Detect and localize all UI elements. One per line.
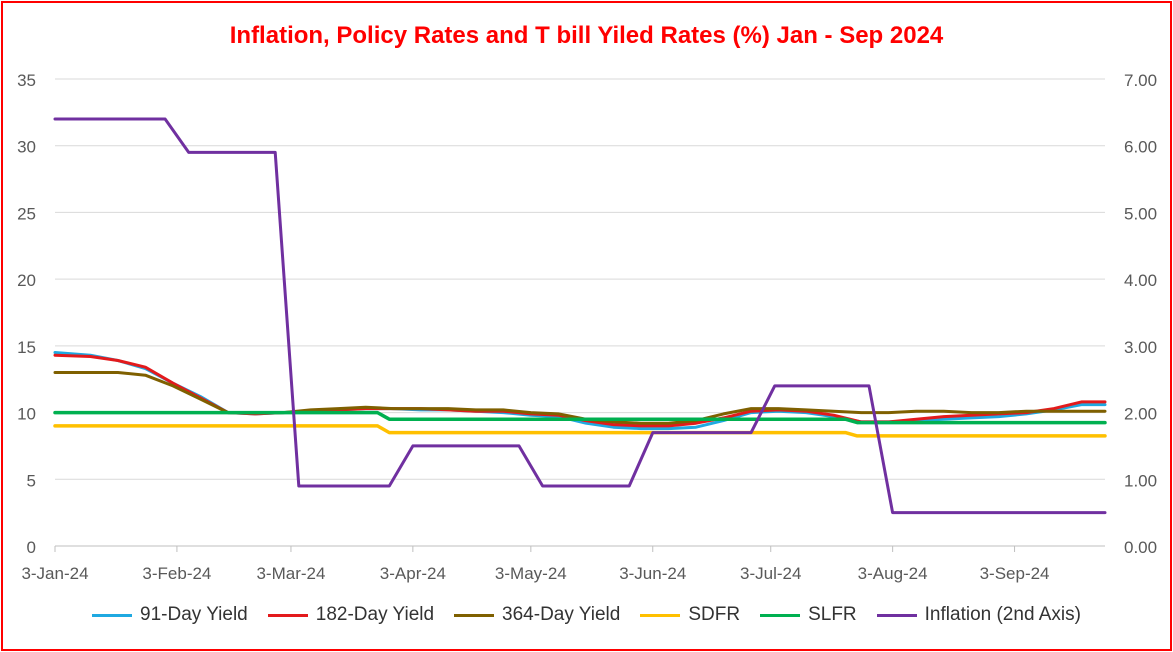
legend-swatch bbox=[640, 613, 681, 617]
legend-swatch bbox=[454, 613, 495, 617]
y-tick-label: 20 bbox=[17, 271, 36, 290]
y2-tick-label: 4.00 bbox=[1124, 271, 1157, 290]
legend-swatch bbox=[876, 613, 917, 617]
legend-label: 91-Day Yield bbox=[140, 604, 248, 625]
series-line-inflation-2nd-axis bbox=[53, 117, 1107, 515]
x-tick-label: 3-Sep-24 bbox=[980, 564, 1050, 583]
legend-item: SLFR bbox=[760, 604, 857, 626]
y2-tick-label: 5.00 bbox=[1124, 204, 1157, 223]
x-tick-label: 3-May-24 bbox=[495, 564, 567, 583]
legend-item: 91-Day Yield bbox=[92, 604, 248, 626]
y-tick-label: 35 bbox=[17, 71, 36, 90]
x-tick-label: 3-Mar-24 bbox=[256, 564, 325, 583]
series-line-182-day-yield bbox=[53, 353, 1107, 428]
legend-label: 182-Day Yield bbox=[315, 604, 435, 625]
y-tick-label: 0 bbox=[27, 538, 36, 557]
y2-tick-label: 0.00 bbox=[1124, 538, 1157, 557]
y2-tick-label: 1.00 bbox=[1124, 471, 1157, 490]
x-tick-label: 3-Jul-24 bbox=[740, 564, 801, 583]
legend-swatch bbox=[92, 613, 133, 617]
legend-item: 364-Day Yield bbox=[454, 604, 620, 626]
legend-label: Inflation (2nd Axis) bbox=[924, 604, 1081, 625]
legend-label: 364-Day Yield bbox=[502, 604, 621, 625]
axes: 0 5 10 15 20 25 30 35 0.00 1.00 2.00 3.00 4.00 5.00 6.… bbox=[17, 71, 1157, 583]
y-tick-label: 5 bbox=[27, 471, 36, 490]
x-tick-label: 3-Jun-24 bbox=[619, 564, 686, 583]
y-tick-label: 30 bbox=[17, 138, 36, 157]
legend-swatch bbox=[267, 613, 308, 617]
x-tick-label: 3-Jan-24 bbox=[21, 564, 88, 583]
series-line-sdfr bbox=[53, 424, 1107, 438]
x-tick-label: 3-Aug-24 bbox=[858, 564, 928, 583]
legend-label: SDFR bbox=[688, 604, 741, 625]
legend-swatch bbox=[760, 613, 801, 617]
y-tick-label: 15 bbox=[17, 338, 36, 357]
y2-tick-label: 7.00 bbox=[1124, 71, 1157, 90]
series-layer bbox=[53, 117, 1107, 515]
legend-item: 182-Day Yield bbox=[267, 604, 435, 626]
y-tick-label: 10 bbox=[17, 405, 36, 424]
y2-tick-label: 6.00 bbox=[1124, 138, 1157, 157]
y2-tick-label: 2.00 bbox=[1124, 405, 1157, 424]
legend-label: SLFR bbox=[808, 604, 857, 625]
legend: 91-Day Yield 182-Day Yield 364-Day Yield SD… bbox=[0, 604, 1173, 626]
chart-title: Inflation, Policy Rates and T bill Yiled… bbox=[229, 22, 944, 49]
legend-item: Inflation (2nd Axis) bbox=[876, 604, 1081, 626]
x-tick-label: 3-Apr-24 bbox=[380, 564, 446, 583]
y2-tick-label: 3.00 bbox=[1124, 338, 1157, 357]
y-tick-label: 25 bbox=[17, 204, 36, 223]
series-line-slfr bbox=[53, 410, 1107, 425]
x-tick-label: 3-Feb-24 bbox=[142, 564, 211, 583]
legend-item: SDFR bbox=[640, 604, 740, 626]
